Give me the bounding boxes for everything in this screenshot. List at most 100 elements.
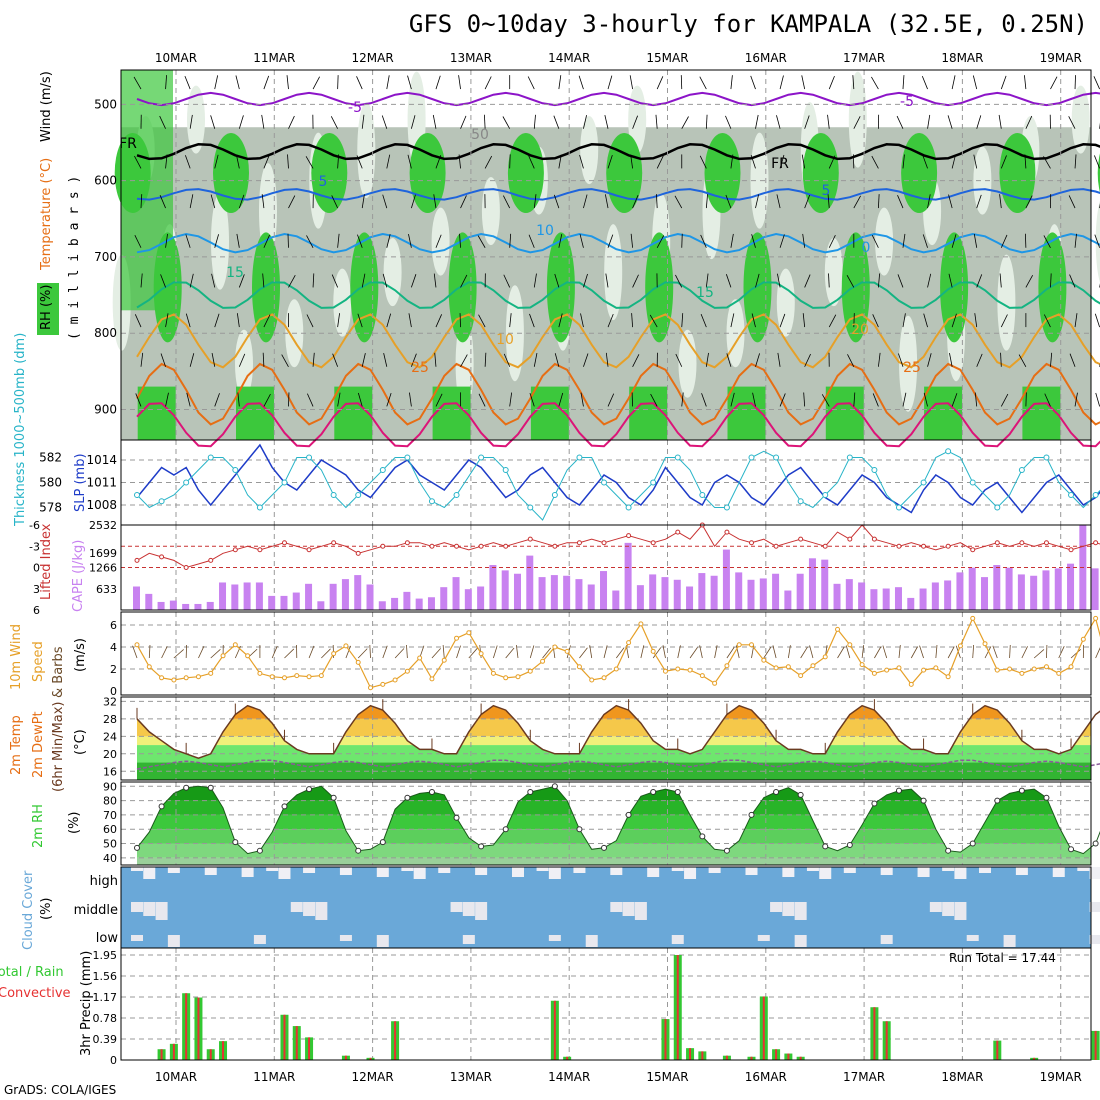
rh-band: [137, 814, 1091, 830]
cloud-low-cell: [671, 935, 684, 944]
cloud-high-cell: [782, 867, 795, 877]
thickness-point: [158, 498, 165, 505]
temperature-tick-label: 20: [103, 748, 117, 761]
wind-barb: [650, 393, 658, 407]
wind-barb: [356, 155, 363, 169]
temperature-contour-5: [136, 188, 1100, 201]
pressure-axis-label: ( m i l l i b a r s ): [67, 176, 82, 340]
wind-barb: [1050, 273, 1052, 288]
wind-barb: [976, 115, 982, 129]
wind-barb: [331, 274, 339, 288]
wind-barb: [133, 76, 142, 90]
date-label-bottom: 17MAR: [843, 1070, 885, 1084]
dewpoint-axis-label: 2m DewPt: [31, 711, 46, 778]
wind10-point: [343, 643, 349, 649]
wind-barb: [1095, 392, 1100, 407]
precip-convective-bar: [308, 1037, 311, 1060]
wind-barb: [705, 273, 709, 288]
wind-barb: [853, 195, 861, 209]
wind-barb: [409, 392, 412, 407]
lifted-index-tick-label: -6: [29, 519, 40, 532]
wind-barb: [902, 392, 907, 407]
cloud-high-cell: [1089, 867, 1100, 879]
thickness-point: [969, 479, 976, 486]
wind-barb: [1050, 352, 1053, 367]
wind10-point: [355, 659, 361, 665]
date-label-bottom: 16MAR: [745, 1070, 787, 1084]
cape-bar: [157, 601, 165, 610]
wind-barb: [435, 314, 443, 328]
cloud-high-cell: [536, 867, 549, 871]
wind-barb: [948, 273, 953, 288]
rh-moist-cell: [409, 132, 446, 213]
precip-convective-bar: [799, 1056, 802, 1060]
rh2m-point: [920, 797, 927, 804]
rh-low-cell: [604, 224, 623, 321]
wind-barb: [165, 75, 167, 90]
wind-barb: [478, 393, 486, 407]
wind-barb: [580, 313, 584, 328]
rh2m-point: [330, 794, 337, 801]
wind-barb: [312, 352, 315, 367]
cape-bar: [464, 589, 472, 610]
rh2m-unit-label: (%): [67, 812, 82, 835]
cape-bar: [145, 593, 153, 610]
wind10-point: [945, 674, 951, 680]
wind-barb: [853, 392, 856, 407]
wind10-barb: [589, 645, 593, 659]
wind-barb: [261, 114, 265, 129]
cape-bar: [907, 597, 915, 610]
wind-barb: [558, 154, 562, 169]
slp-series-line: [136, 443, 1100, 514]
temp-frame: [120, 696, 1092, 781]
wind-barb: [263, 393, 271, 407]
thickness-point: [895, 504, 902, 511]
wind-barb: [1025, 115, 1033, 129]
cape-bar: [477, 586, 485, 610]
wind-barb: [134, 155, 142, 169]
lifted-index-point: [1068, 547, 1074, 553]
upper-air-tick-label: 900: [94, 402, 117, 416]
wind-barb: [951, 234, 957, 248]
precip-convective-bar: [750, 1056, 753, 1060]
credit-label: GrADS: COLA/IGES: [4, 1083, 117, 1097]
wind-barb: [583, 194, 588, 209]
wind10-point: [269, 674, 275, 680]
wind-barb: [629, 75, 633, 90]
wind-barb: [361, 273, 366, 288]
wind-barb: [214, 313, 220, 328]
wind10-point: [798, 673, 804, 679]
wind-barb: [210, 194, 216, 209]
wind10-point: [908, 681, 914, 687]
rh-low-cell: [580, 116, 599, 185]
wind-barb: [185, 234, 191, 248]
cloud-high-cell: [413, 867, 426, 879]
wind10-barb: [210, 649, 221, 659]
wind-barb: [210, 115, 216, 129]
cloud-high-cell: [131, 867, 143, 871]
wind-barb: [288, 274, 296, 288]
wind-barb: [1024, 154, 1027, 169]
wind-barb: [755, 114, 759, 129]
wind-barb: [357, 392, 363, 407]
precip-convective-bar: [295, 1026, 298, 1060]
wind-barb: [927, 273, 932, 288]
wind10-point: [466, 630, 472, 636]
wind10-point: [1056, 670, 1062, 676]
wind-barb: [902, 75, 905, 90]
wind-barb: [1043, 235, 1051, 248]
temperature-contour--5: [136, 91, 1100, 107]
precip-convective-bar: [885, 1021, 888, 1060]
wind-barb: [632, 195, 639, 209]
date-label-bottom: 19MAR: [1040, 1070, 1082, 1084]
date-label-top: 13MAR: [450, 51, 492, 65]
wind-barb: [554, 273, 560, 288]
wind-barb: [214, 393, 220, 407]
contour-label: 0: [862, 240, 871, 256]
wind-barb: [189, 194, 194, 209]
wind10-barb: [714, 645, 718, 659]
wind-barb: [681, 116, 689, 129]
rh-low-cell: [431, 207, 450, 276]
wind-barb: [583, 353, 589, 367]
wind-barb: [533, 273, 537, 288]
